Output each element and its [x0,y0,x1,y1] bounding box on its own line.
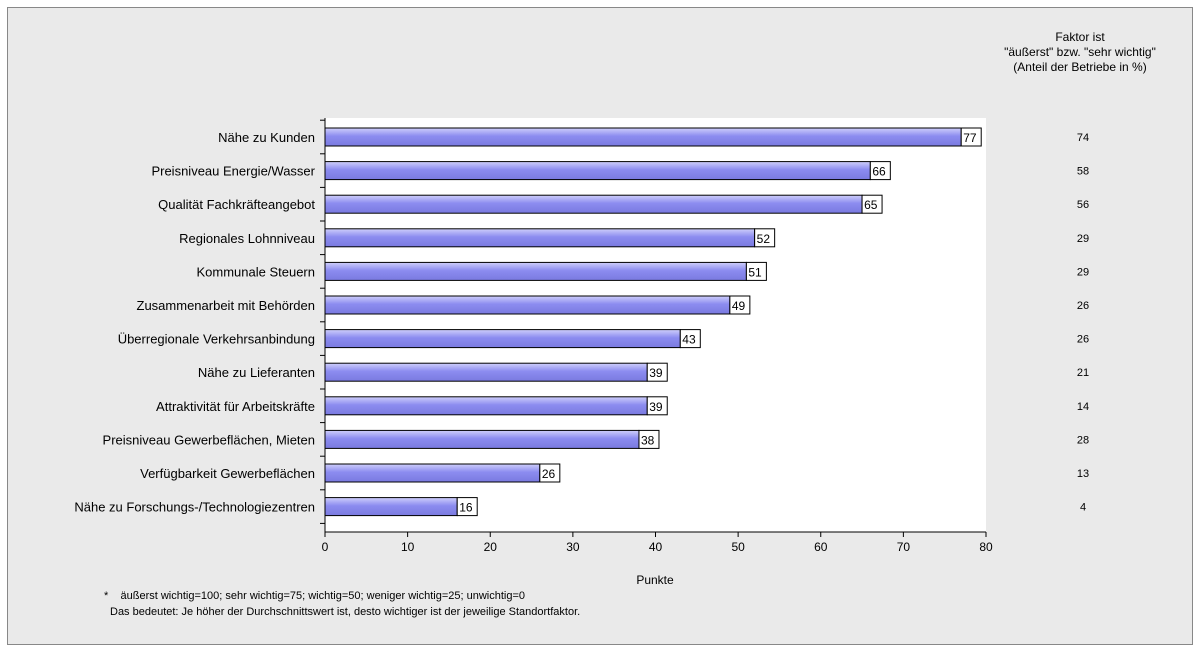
x-axis-label: Punkte [636,573,674,587]
category-label: Kommunale Steuern [196,264,315,279]
plot-area [325,118,986,532]
value-label-box [646,362,668,382]
x-tick-label: 30 [566,540,580,554]
value-label: 38 [641,433,655,447]
value-label-box [729,295,751,315]
value-label-box [638,429,660,449]
value-label: 66 [872,165,886,179]
value-label-box [745,261,767,281]
category-label: Attraktivität für Arbeitskräfte [156,399,315,414]
factor-share-value: 56 [1077,199,1089,211]
factor-share-value: 14 [1077,401,1089,413]
value-label: 49 [732,299,746,313]
footnote-line-1: * äußerst wichtig=100; sehr wichtig=75; … [104,590,525,602]
value-label: 39 [649,400,663,414]
factor-share-value: 21 [1077,367,1089,379]
x-tick-label: 10 [401,540,415,554]
x-tick-label: 40 [649,540,663,554]
footnote-marker: * [104,590,109,602]
value-label: 43 [682,333,696,347]
bar [324,463,541,483]
value-label: 39 [649,366,663,380]
value-label-box [869,161,891,181]
category-label: Überregionale Verkehrsanbindung [118,332,315,347]
value-label-box [754,228,776,248]
factor-column-header: Faktor ist "äußerst" bzw. "sehr wichtig"… [960,30,1200,75]
factor-share-value: 74 [1077,132,1089,144]
bar [324,261,747,281]
bar [324,362,648,382]
x-tick-label: 20 [484,540,498,554]
x-tick-label: 50 [731,540,745,554]
category-label: Nähe zu Forschungs-/Technologiezentren [74,500,315,515]
factor-share-value: 26 [1077,334,1089,346]
category-label: Preisniveau Gewerbeflächen, Mieten [103,432,315,447]
footnote-line-2: Das bedeutet: Je höher der Durchschnitts… [110,606,581,618]
category-label: Preisniveau Energie/Wasser [151,164,315,179]
category-label: Verfügbarkeit Gewerbeflächen [140,466,315,481]
category-label: Zusammenarbeit mit Behörden [137,298,315,313]
bar [324,161,871,181]
value-label-box [646,396,668,416]
category-label: Regionales Lohnniveau [179,231,315,246]
factor-header-line-1: Faktor ist [1055,30,1105,44]
value-label: 26 [542,467,556,481]
value-label: 51 [748,265,762,279]
factor-header-line-3: (Anteil der Betriebe in %) [1013,60,1147,74]
category-label: Nähe zu Kunden [218,130,315,145]
value-label: 77 [963,131,977,145]
labels: Nähe zu Kunden 77 74 Preisniveau Energie/Wa… [74,127,1089,517]
value-label-box [456,497,478,517]
bar [324,329,681,349]
factor-share-value: 28 [1077,434,1089,446]
x-tick-label: 0 [322,540,329,554]
factor-share-value: 26 [1077,300,1089,312]
value-label: 52 [757,232,771,246]
value-label-box [679,329,701,349]
category-label: Nähe zu Lieferanten [198,365,315,380]
bar [324,497,458,517]
value-label-box [861,194,883,214]
bar [324,228,756,248]
x-tick-label: 80 [979,540,993,554]
factor-share-value: 29 [1077,233,1089,245]
factor-header-line-2: "äußerst" bzw. "sehr wichtig" [1004,45,1156,59]
x-tick-label: 60 [814,540,828,554]
axes: 0 10 20 30 40 50 60 70 80 [320,118,993,554]
x-tick-label: 70 [897,540,911,554]
value-label-box [960,127,982,147]
bar [324,127,962,147]
value-label-box [539,463,561,483]
factor-share-value: 58 [1077,166,1089,178]
bars [324,127,962,517]
factor-share-value: 4 [1080,502,1086,514]
factor-share-value: 29 [1077,266,1089,278]
footnote-scale: äußerst wichtig=100; sehr wichtig=75; wi… [120,590,525,602]
bar [324,396,648,416]
value-label: 65 [864,198,878,212]
bar [324,429,640,449]
bar [324,295,731,315]
value-label: 16 [459,501,473,515]
category-label: Qualität Fachkräfteangebot [158,197,315,212]
bar [324,194,863,214]
factor-share-value: 13 [1077,468,1089,480]
